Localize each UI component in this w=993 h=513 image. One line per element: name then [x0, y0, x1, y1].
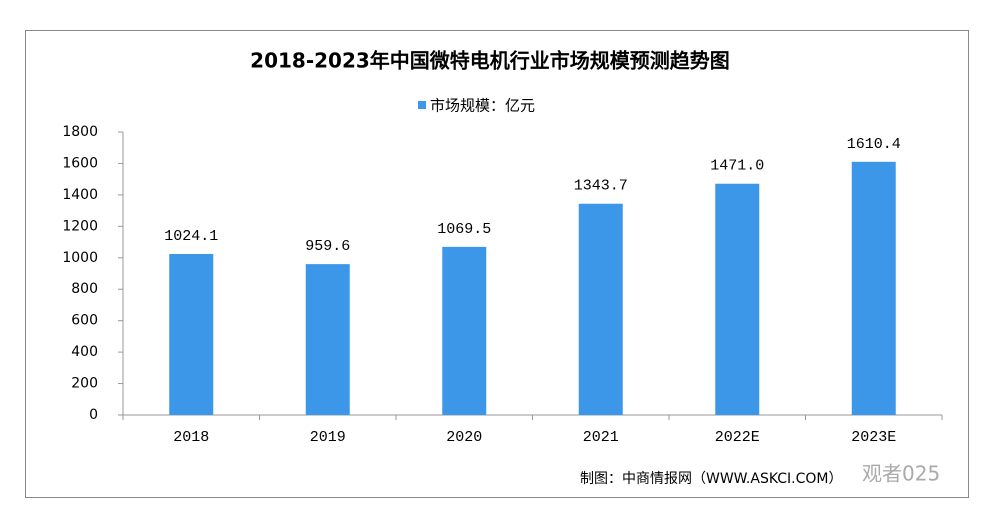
x-tick-label: 2023E	[851, 429, 896, 446]
y-tick-label: 200	[71, 376, 98, 392]
y-tick-label: 1000	[62, 250, 98, 266]
legend-swatch	[418, 101, 426, 109]
y-tick-label: 800	[71, 281, 98, 297]
bar	[169, 253, 214, 415]
value-label: 1610.4	[847, 136, 901, 153]
x-tick-label: 2018	[173, 429, 209, 446]
bar	[305, 264, 350, 415]
y-tick-label: 1400	[62, 187, 98, 203]
chart-title: 2018-2023年中国微特电机行业市场规模预测趋势图	[250, 49, 730, 73]
x-tick-label: 2020	[446, 429, 482, 446]
legend-label: 市场规模：亿元	[430, 97, 535, 115]
x-tick-label: 2021	[583, 429, 619, 446]
value-label: 1471.0	[710, 158, 764, 175]
y-tick-label: 1600	[62, 155, 98, 171]
source-note: 制图：中商情报网（WWW.ASKCI.COM）	[580, 471, 842, 487]
y-tick-label: 1200	[62, 218, 98, 234]
y-tick-label: 600	[71, 313, 98, 329]
value-label: 1069.5	[437, 221, 491, 238]
value-label: 1343.7	[574, 178, 628, 195]
y-tick-label: 0	[89, 407, 98, 423]
value-label: 959.6	[305, 238, 350, 255]
watermark: 观者025	[862, 462, 940, 486]
bar	[578, 203, 623, 415]
x-tick-label: 2019	[310, 429, 346, 446]
y-tick-label: 1800	[62, 124, 98, 140]
x-tick-label: 2022E	[715, 429, 760, 446]
value-label: 1024.1	[164, 228, 218, 245]
y-tick-label: 400	[71, 344, 98, 360]
bar	[851, 161, 896, 415]
bar	[715, 183, 760, 415]
bar	[442, 246, 487, 415]
